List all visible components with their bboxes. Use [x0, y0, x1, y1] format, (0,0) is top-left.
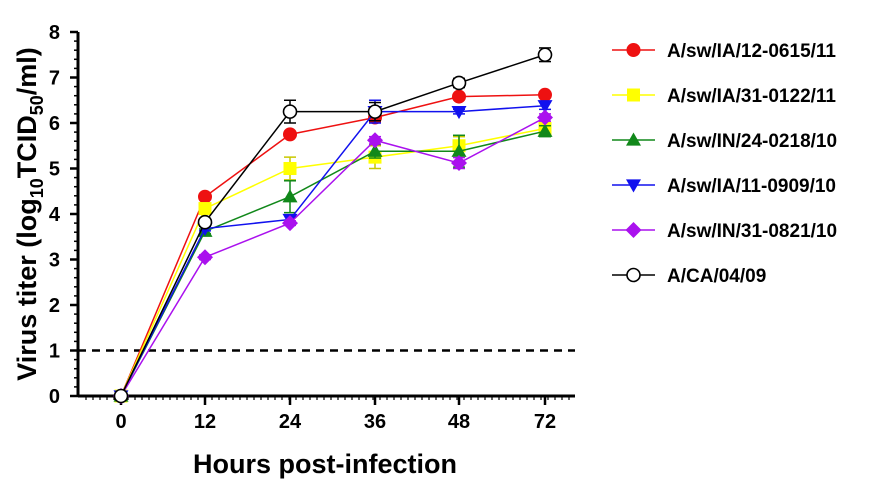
- data-point: [451, 75, 467, 91]
- y-tick-label: 0: [49, 386, 60, 408]
- data-point: [283, 162, 297, 175]
- data-point: [197, 214, 213, 230]
- data-point: [367, 132, 383, 149]
- data-point: [367, 104, 383, 119]
- legend-item: A/sw/IA/31-0122/11: [612, 86, 836, 107]
- y-axis-title-sub1: 10: [27, 178, 47, 198]
- data-point: [537, 123, 553, 137]
- legend-item: A/sw/IA/11-0909/10: [612, 176, 836, 197]
- series-5: [113, 109, 553, 404]
- series-layer: [113, 47, 553, 404]
- x-tick-label: 48: [448, 411, 470, 433]
- data-point: [451, 143, 467, 157]
- series-line: [120, 104, 546, 397]
- data-point: [198, 189, 212, 204]
- y-tick-label: 5: [49, 159, 60, 181]
- legend-marker: [626, 43, 641, 57]
- y-tick-label: 8: [49, 22, 60, 44]
- y-axis-title: Virus titer (log10TCID50/ml): [12, 47, 47, 381]
- legend-item: A/sw/IN/24-0218/10: [612, 131, 837, 152]
- y-ticks: 0 1 2 3 4 5 6 7 8: [49, 22, 78, 408]
- legend: A/sw/IA/12-0615/11 A/sw/IA/31-0122/11 A/sw…: [612, 41, 837, 287]
- series-line: [120, 116, 546, 397]
- x-tick-label: 72: [534, 411, 556, 433]
- series-line: [120, 130, 546, 397]
- x-tick-label: 12: [194, 411, 216, 433]
- legend-label: A/sw/IA/31-0122/11: [667, 86, 836, 107]
- series-4: [113, 99, 553, 404]
- y-tick-label: 3: [49, 250, 60, 272]
- legend-marker: [626, 267, 641, 283]
- legend-marker: [627, 88, 640, 102]
- y-tick-label: 7: [49, 68, 60, 90]
- legend-label: A/sw/IA/11-0909/10: [667, 176, 836, 197]
- legend-label: A/sw/IA/12-0615/11: [667, 41, 836, 62]
- data-point: [538, 87, 552, 102]
- y-axis-title-mid: TCID: [12, 115, 42, 178]
- legend-marker: [626, 132, 641, 146]
- y-axis-title-sub2: 50: [27, 95, 47, 115]
- y-tick-label: 6: [49, 113, 60, 135]
- x-tick-label: 24: [279, 411, 302, 433]
- data-point: [282, 104, 298, 119]
- series-line: [120, 127, 546, 397]
- data-point: [198, 202, 212, 216]
- y-axis-title-suffix: /ml): [12, 47, 42, 95]
- x-ticks: 0 12 24 36 48 72: [85, 396, 570, 433]
- legend-item: A/sw/IN/31-0821/10: [612, 221, 837, 242]
- data-point: [113, 388, 129, 404]
- x-tick-label: 36: [364, 411, 386, 433]
- series-line: [120, 94, 546, 397]
- legend-label: A/sw/IN/31-0821/10: [667, 221, 837, 242]
- data-point: [282, 189, 298, 203]
- x-axis-title: Hours post-infection: [193, 449, 457, 479]
- data-point: [452, 89, 466, 104]
- legend-label: A/sw/IN/24-0218/10: [667, 131, 837, 152]
- data-point: [282, 215, 298, 232]
- y-tick-label: 4: [49, 204, 61, 226]
- x-tick-label: 0: [115, 411, 126, 433]
- data-point: [283, 127, 297, 142]
- series-1: [114, 87, 552, 403]
- data-point: [197, 249, 213, 266]
- y-tick-label: 1: [49, 341, 60, 363]
- y-tick-label: 2: [49, 295, 60, 317]
- series-line: [120, 54, 546, 397]
- legend-label: A/CA/04/09: [667, 266, 766, 287]
- legend-item: A/CA/04/09: [612, 266, 766, 287]
- data-point: [367, 143, 383, 157]
- data-point: [451, 155, 467, 172]
- series-6: [113, 47, 553, 404]
- y-axis-title-prefix: Virus titer (log: [12, 198, 42, 381]
- legend-marker: [625, 222, 642, 238]
- data-point: [537, 47, 553, 63]
- legend-marker: [626, 179, 641, 193]
- legend-item: A/sw/IA/12-0615/11: [612, 41, 836, 62]
- data-point: [537, 109, 553, 126]
- data-point: [451, 106, 467, 120]
- data-point: [537, 100, 553, 114]
